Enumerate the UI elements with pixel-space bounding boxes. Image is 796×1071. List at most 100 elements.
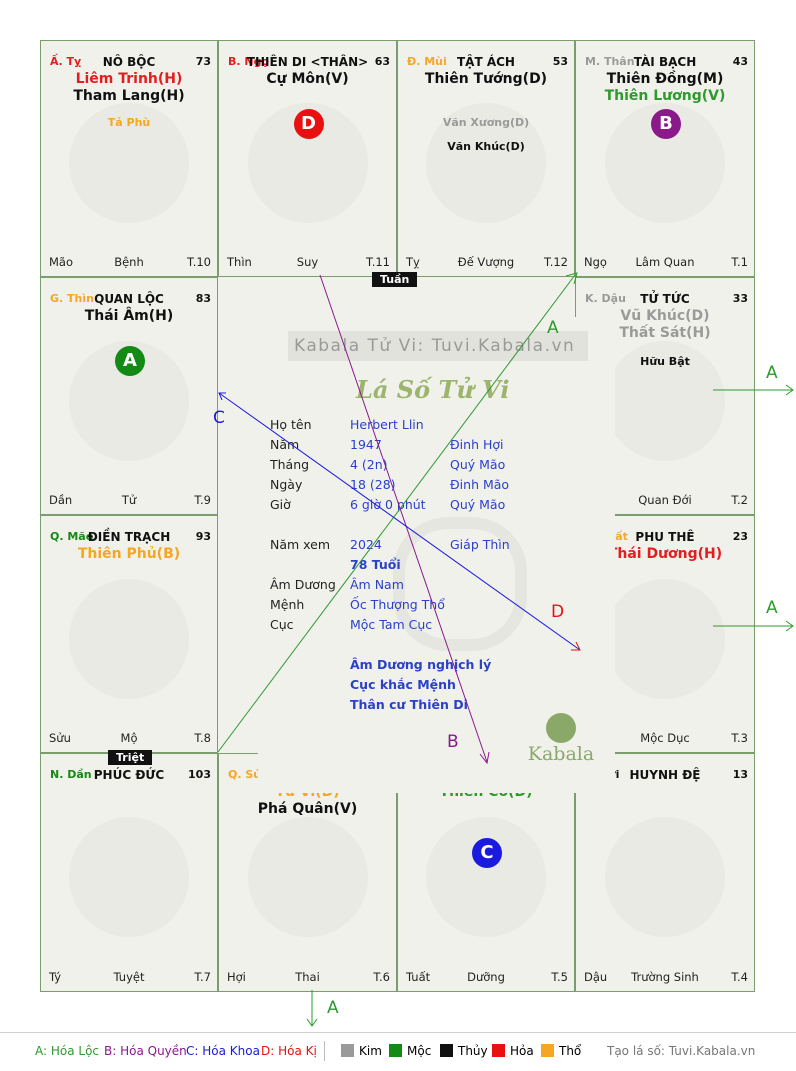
arrow-b-head: [479, 751, 490, 765]
palace-name: ĐIỀN TRẠCH: [87, 530, 171, 544]
palace-age-number: 63: [374, 55, 390, 68]
info-can-chi: Quý Mão: [450, 497, 506, 512]
logo-text: Kabala: [527, 743, 595, 765]
palace-cell[interactable]: K. Dậu TỬ TỨC 33 Vũ Khúc(D) Thất Sát(H) Hữu B…: [575, 277, 755, 515]
palace-stage: Lâm Quan: [635, 255, 695, 269]
hoa-swatch: [492, 1044, 505, 1057]
legend-hoa-quyen: B: Hóa Quyền: [104, 1044, 187, 1058]
palace-can-chi: M. Thân: [585, 55, 635, 68]
palace-cell[interactable]: Đ. Mùi TẬT ÁCH 53 Thiên Tướng(D) Văn Xương(D…: [397, 40, 575, 277]
palace-can-chi: B. Ngọ: [228, 55, 270, 68]
palace-branch: Sửu: [49, 731, 71, 745]
info-can-chi: Đinh Hợi: [450, 437, 504, 452]
palace-can-chi: N. Dần: [50, 768, 92, 781]
legend-tho: Thổ: [541, 1044, 581, 1058]
main-star: Thất Sát(H): [619, 325, 711, 341]
minor-star: Hữu Bật: [640, 355, 690, 368]
transformation-badge: C: [472, 838, 502, 868]
legend-hoa: Hỏa: [492, 1044, 534, 1058]
palace-age-number: 73: [195, 55, 211, 68]
palace-cell[interactable]: N. Dần PHÚC ĐỨC 103 Tý Tuyệt T.7: [40, 753, 218, 992]
info-label: Giờ: [270, 497, 291, 512]
info-label: Âm Dương: [270, 577, 336, 592]
main-star: Tham Lang(H): [73, 88, 185, 104]
palace-can-chi: G. Thìn: [50, 292, 94, 305]
transformation-badge: B: [651, 109, 681, 139]
palace-branch: Mão: [49, 255, 74, 269]
arrow-d-label: D: [551, 602, 565, 622]
year-can-chi: Giáp Thìn: [450, 537, 510, 552]
palace-cell[interactable]: G. Thìn QUAN LỘC 83 Thái Âm(H) A Dần Tử T.9: [40, 277, 218, 515]
minor-star: Văn Xương(D): [442, 116, 530, 129]
palace-stage: Dưỡng: [467, 970, 505, 984]
hoa-label: Hỏa: [510, 1044, 534, 1058]
palace-cell[interactable]: B. Ngọ THIÊN DI <THÂN> 63 Cự Môn(V) D Thìn Suy…: [218, 40, 397, 277]
palace-can-chi: K. Dậu: [585, 292, 626, 305]
legend-credit[interactable]: Tạo lá số: Tuvi.Kabala.vn: [607, 1044, 756, 1058]
palace-age-number: 33: [732, 292, 748, 305]
palace-name: TẬT ÁCH: [457, 55, 515, 69]
palace-name: NÔ BỘC: [102, 55, 156, 69]
center-panel: Kabala Tử Vi: Tuvi.Kabala.vn Lá Số Tử Vi…: [258, 317, 615, 793]
palace-age-number: 103: [188, 768, 211, 781]
minor-star: Tả Phù: [107, 116, 151, 129]
palace-stage: Thai: [295, 970, 320, 984]
legend-bar: A: Hóa Lộc B: Hóa Quyền C: Hóa Khoa D: H…: [0, 1032, 796, 1071]
zodiac-watermark-icon: [69, 103, 189, 224]
palace-cell[interactable]: Ấ. Tỵ NÔ BỘC 73 Liêm Trinh(H) Tham Lang(H) Tả…: [40, 40, 218, 277]
main-star: Liêm Trinh(H): [75, 71, 183, 87]
palace-name: TÀI BẠCH: [633, 55, 697, 69]
chart-note: Âm Dương nghịch lý: [350, 657, 492, 672]
info-label: Tháng: [270, 457, 310, 472]
chart-board: Ấ. Tỵ NÔ BỘC 73 Liêm Trinh(H) Tham Lang(H) Tả…: [40, 40, 755, 992]
info-value: Herbert Llin: [350, 417, 424, 432]
zodiac-watermark-icon: [69, 578, 189, 699]
palace-stage: Quan Đới: [638, 493, 692, 507]
palace-age-number: 43: [732, 55, 748, 68]
arrow-b-label: B: [447, 732, 459, 752]
info-can-chi: Quý Mão: [450, 457, 506, 472]
transformation-badge: A: [115, 346, 145, 376]
palace-cell[interactable]: Q. Mão ĐIỀN TRẠCH 93 Thiên Phủ(B) Sửu Mộ T.8: [40, 515, 218, 753]
palace-cell[interactable]: M. Thân TÀI BẠCH 43 Thiên Đồng(M) Thiên Lươn…: [575, 40, 755, 277]
info-value: Mộc Tam Cục: [350, 617, 433, 632]
legend-kim: Kim: [341, 1044, 382, 1058]
palace-stage: Suy: [296, 255, 319, 269]
palace-stage: Mộc Dục: [640, 731, 690, 745]
legend-hoa-khoa: C: Hóa Khoa: [186, 1044, 260, 1058]
chart-title: Lá Số Tử Vi: [356, 375, 510, 404]
age-value: 78 Tuổi: [350, 557, 401, 572]
main-star: Thái Âm(H): [84, 308, 174, 324]
palace-branch: Hợi: [227, 970, 246, 984]
zodiac-watermark-icon: [605, 817, 725, 938]
moc-swatch: [389, 1044, 402, 1057]
chart-note: Cục khắc Mệnh: [350, 677, 456, 692]
palace-name: THIÊN DI <THÂN>: [246, 55, 369, 69]
palace-month: T.11: [366, 255, 390, 269]
palace-month: T.3: [731, 731, 748, 745]
tree-icon: [546, 713, 576, 743]
arrow-b-line: [319, 274, 488, 763]
palace-stage: Tử: [121, 493, 137, 507]
palace-stage: Trường Sinh: [631, 970, 699, 984]
info-label: Cục: [270, 617, 294, 632]
info-value: 1947: [350, 437, 382, 452]
palace-month: T.7: [194, 970, 211, 984]
minor-star: Văn Khúc(D): [447, 140, 525, 153]
info-label: Năm: [270, 437, 300, 452]
year-label: Năm xem: [270, 537, 331, 552]
kabala-logo: Kabala: [526, 713, 596, 765]
palace-month: T.9: [194, 493, 211, 507]
info-value: 4 (2n): [350, 457, 388, 472]
info-label: Ngày: [270, 477, 303, 492]
year-value: 2024: [350, 537, 382, 552]
palace-branch: Tỵ: [406, 255, 420, 269]
main-star: Thái Dương(H): [607, 546, 723, 562]
arrow-a-label-right-2: A: [766, 598, 778, 618]
palace-branch: Tý: [49, 970, 62, 984]
info-value: 18 (28): [350, 477, 396, 492]
arrow-c-head: [218, 392, 226, 401]
arrow-a-label: A: [547, 318, 559, 338]
legend-moc: Mộc: [389, 1044, 431, 1058]
